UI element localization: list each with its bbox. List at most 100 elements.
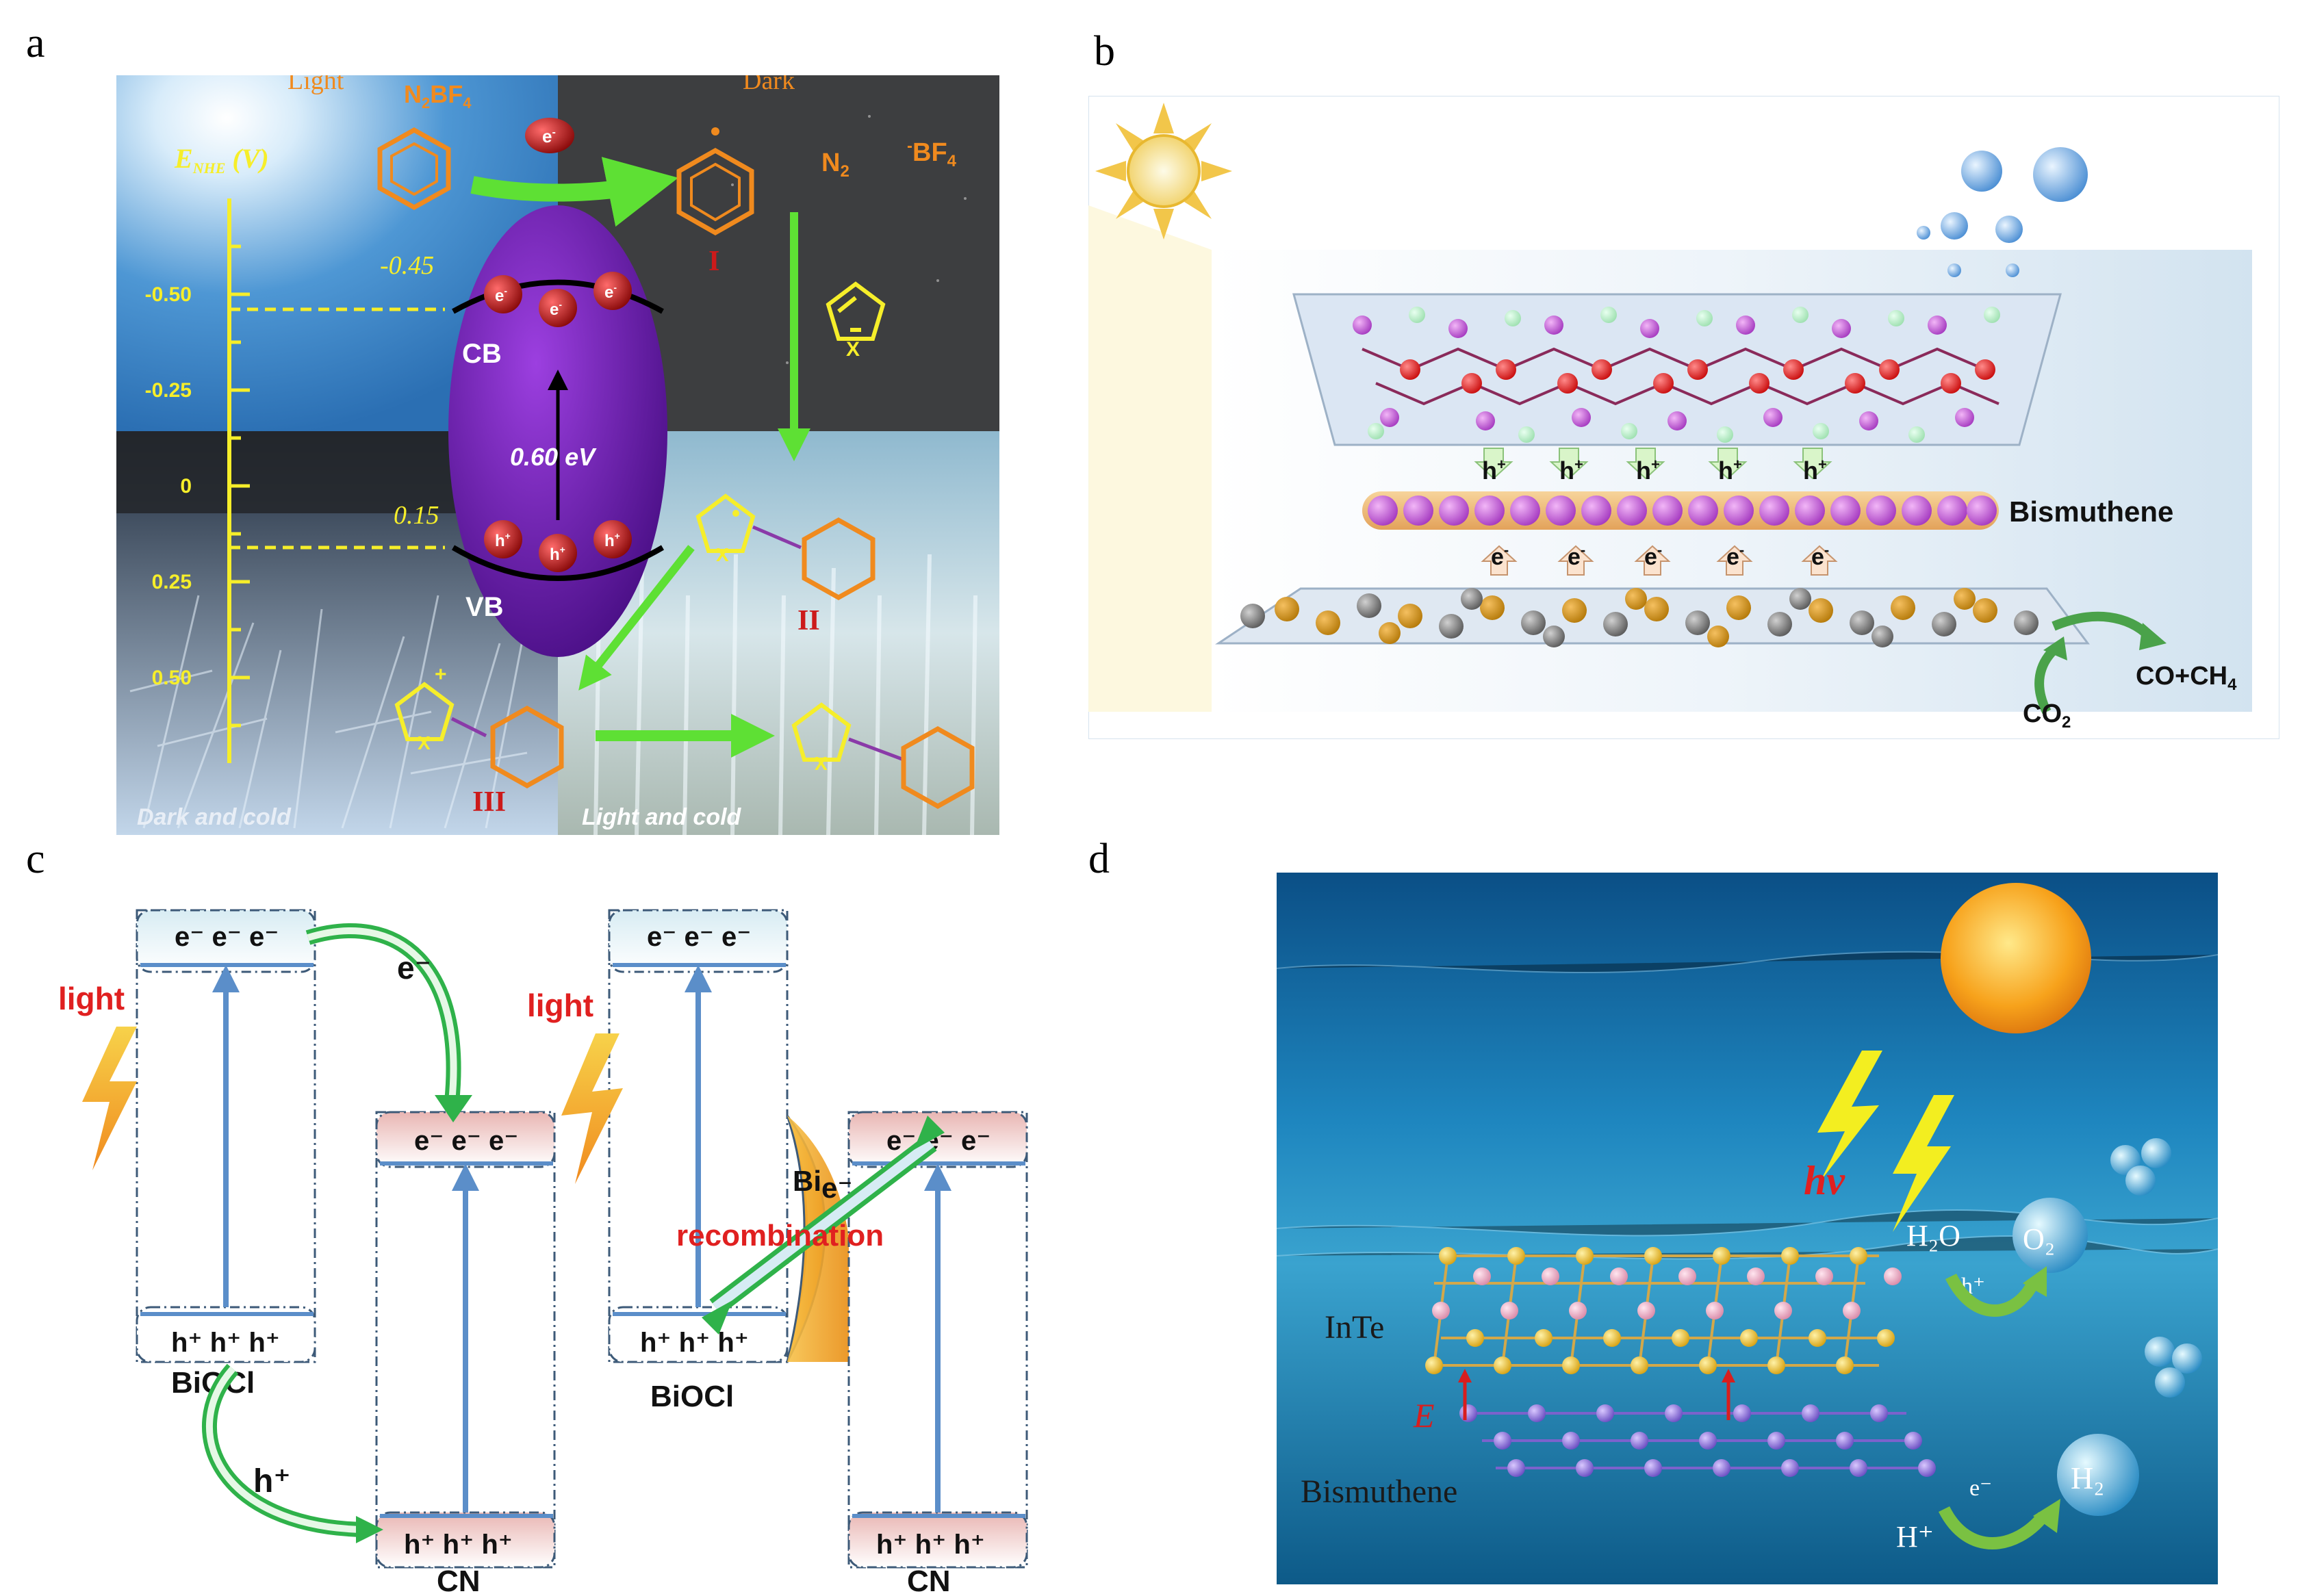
electron-transfer-label: e⁻ — [397, 950, 431, 986]
cn-holes-right: h⁺ h⁺ h⁺ — [876, 1530, 985, 1560]
svg-text:e-: e- — [550, 299, 562, 319]
inte-lattice — [1425, 1247, 1902, 1374]
top-layer-atoms — [1353, 307, 2000, 443]
reagent-label: N2BF4 — [404, 80, 472, 112]
hole-transfer-label: h⁺ — [253, 1463, 291, 1500]
heteroatom-label: X — [846, 338, 860, 361]
o2-label: O₂ — [2023, 1222, 2055, 1256]
arrow-to-radical — [470, 157, 678, 227]
svg-text:e-: e- — [495, 285, 507, 305]
svg-text:e-: e- — [604, 282, 617, 302]
svg-text:h+: h+ — [495, 530, 511, 550]
tick-label: 0.50 — [152, 667, 192, 689]
electron-label: e⁻ — [1969, 1476, 1992, 1501]
corner-label-dark-cold: Dark and cold — [137, 804, 292, 830]
bismuthene-atoms — [1368, 495, 1997, 526]
n2-label: N2 — [821, 149, 849, 181]
cb-label: CB — [462, 339, 502, 369]
hole-label: h+ — [1636, 456, 1660, 485]
panel-letter-b: b — [1094, 28, 1115, 75]
cb-potential: -0.45 — [380, 251, 434, 280]
electron-label: e- — [1568, 541, 1585, 570]
co2-arrow — [2034, 647, 2058, 715]
o2-bubble — [2012, 1198, 2088, 1273]
bi-label: Bi — [793, 1165, 821, 1197]
vb-label: VB — [465, 592, 504, 622]
electron-label: e- — [1491, 541, 1509, 570]
corner-label-light-cold: Light and cold — [582, 804, 742, 830]
gas-bubbles — [1917, 147, 2088, 277]
intermediate-I: I — [708, 246, 719, 277]
bf4-label: -BF4 — [907, 137, 957, 170]
h2o-label: H₂O — [1906, 1219, 1960, 1252]
hv-label: hν — [1804, 1158, 1845, 1203]
light-label: Light — [288, 75, 344, 95]
bismuthene-lattice — [1459, 1404, 1936, 1477]
electron-transfer-arrows — [1481, 545, 1838, 576]
biocl-label-right: BiOCl — [650, 1380, 734, 1413]
axis-title: ENHE (V) — [174, 143, 269, 177]
cn-holes: h⁺ h⁺ h⁺ — [404, 1530, 513, 1560]
hole-label: h+ — [1559, 456, 1583, 485]
panel-b: h+ h+ h+ h+ h+ Bismuthene e- e- e- e- e-… — [1088, 96, 2279, 739]
proton-label: H⁺ — [1896, 1520, 1934, 1554]
tick-label: 0.25 — [152, 571, 192, 593]
panel-a: ENHE (V) -0.50 -0.25 0 0.25 0.50 -0.45 0… — [116, 75, 999, 835]
bismuthene-label: Bismuthene — [2009, 495, 2173, 528]
dark-label: Dark — [743, 75, 795, 95]
svg-text:+: + — [435, 663, 447, 686]
svg-text:e-: e- — [542, 126, 556, 146]
light-label-right: light — [527, 988, 593, 1023]
top-layer — [1292, 293, 2062, 446]
hole-label: h+ — [1803, 456, 1827, 485]
electron-transfer-label-right: e⁻ — [821, 1172, 853, 1204]
cn-label-right: CN — [907, 1565, 951, 1596]
band-gap: 0.60 eV — [510, 443, 597, 471]
electron-label: e- — [1644, 541, 1662, 570]
co2-label: CO2 — [2023, 699, 2071, 732]
product-label: CO+CH4 — [2136, 662, 2237, 694]
panel-letter-c: c — [26, 836, 45, 882]
h2-bubble — [2057, 1434, 2139, 1516]
bismuthene-label: Bismuthene — [1301, 1473, 1457, 1510]
heteroatom-label: X — [418, 732, 431, 754]
cb-electrons — [484, 272, 632, 327]
oxidation-arrow — [1945, 1273, 2039, 1317]
cn-electrons: e⁻ e⁻ e⁻ — [414, 1126, 518, 1156]
lightning-icon-right — [561, 1033, 623, 1184]
svg-text:h+: h+ — [604, 530, 620, 550]
intermediate-III: III — [472, 786, 506, 818]
biocl-electrons: e⁻ e⁻ e⁻ — [175, 922, 279, 952]
lightning-icon — [1893, 1095, 1954, 1232]
sun-icon — [1941, 883, 2091, 1033]
field-arrows — [1463, 1379, 1730, 1420]
electron-label: e- — [1726, 541, 1744, 570]
intermediate-III-structure — [394, 682, 564, 789]
sun-icon — [1095, 103, 1232, 240]
product-structure — [791, 702, 975, 810]
arrow-down-left — [578, 545, 695, 691]
intermediate-II-structure — [695, 493, 876, 601]
field-label: E — [1413, 1396, 1435, 1434]
biocl-electrons-right: e⁻ e⁻ e⁻ — [647, 922, 751, 952]
panel-c: e⁻ e⁻ e⁻ h⁺ h⁺ h⁺ BiOCl e⁻ e⁻ e⁻ h⁺ h⁺ h… — [58, 909, 1028, 1596]
lightning-icon — [1817, 1051, 1882, 1181]
hole-label: h+ — [1718, 456, 1742, 485]
biocl-holes-right: h⁺ h⁺ h⁺ — [640, 1328, 749, 1358]
electron-label: e- — [1811, 541, 1829, 570]
biocl-holes: h⁺ h⁺ h⁺ — [171, 1328, 280, 1358]
cn-label: CN — [437, 1565, 481, 1596]
hole-label: h+ — [1482, 456, 1506, 485]
tick-label: -0.25 — [145, 379, 192, 402]
heteroatom-label: X — [716, 544, 729, 565]
intermediate-II: II — [797, 605, 820, 636]
recombination-label: recombination — [676, 1219, 884, 1252]
reduction-arrow — [1938, 1506, 2049, 1549]
tick-label: 0 — [180, 475, 192, 498]
inte-label: InTe — [1325, 1309, 1384, 1346]
lightning-icon — [82, 1027, 137, 1170]
light-label: light — [58, 981, 125, 1016]
vb-holes — [484, 520, 632, 572]
frost-texture — [129, 595, 528, 829]
heteroarene — [826, 281, 886, 341]
